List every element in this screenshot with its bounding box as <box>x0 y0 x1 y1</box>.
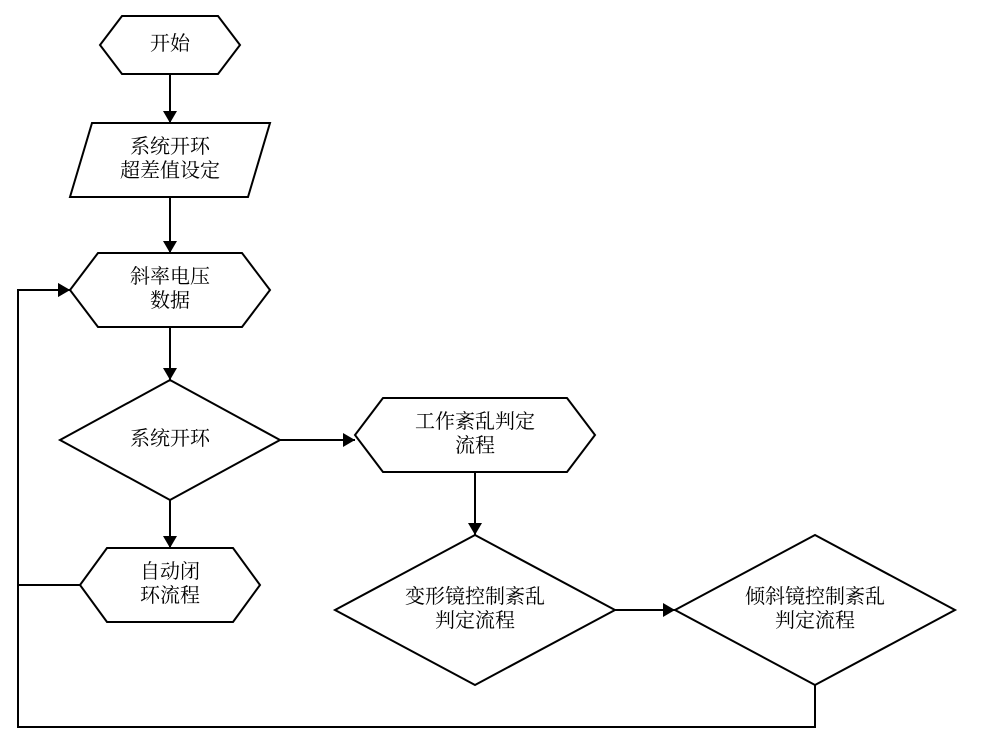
node-work: 工作紊乱判定流程 <box>355 398 595 472</box>
node-deform-label2: 判定流程 <box>435 604 515 633</box>
arrowhead-setup-to-data <box>163 241 177 253</box>
node-start-label1: 开始 <box>150 27 191 56</box>
node-setup-label2: 超差值设定 <box>120 154 220 183</box>
arrowhead-start-to-setup <box>163 111 177 123</box>
node-work-label2: 流程 <box>455 429 495 458</box>
node-data: 斜率电压数据 <box>70 253 270 327</box>
arrowhead-work-to-deform <box>468 523 482 535</box>
arrowhead-data-to-openloop <box>163 368 177 380</box>
node-start: 开始 <box>100 16 240 74</box>
node-data-label2: 数据 <box>150 284 190 313</box>
node-auto-label2: 环流程 <box>140 579 200 608</box>
edge-tilt-to-data <box>18 290 815 727</box>
node-auto: 自动闭环流程 <box>80 548 260 622</box>
node-setup: 系统开环超差值设定 <box>70 123 270 197</box>
node-openloop-label1: 系统开环 <box>130 422 211 451</box>
arrowhead-openloop-to-work <box>343 433 355 447</box>
node-tilt: 倾斜镜控制紊乱判定流程 <box>675 535 955 685</box>
node-openloop: 系统开环 <box>60 380 280 500</box>
node-deform: 变形镜控制紊乱判定流程 <box>335 535 615 685</box>
arrowhead-tilt-to-data <box>58 283 70 297</box>
arrowhead-openloop-to-auto <box>163 536 177 548</box>
node-tilt-label2: 判定流程 <box>775 604 855 633</box>
